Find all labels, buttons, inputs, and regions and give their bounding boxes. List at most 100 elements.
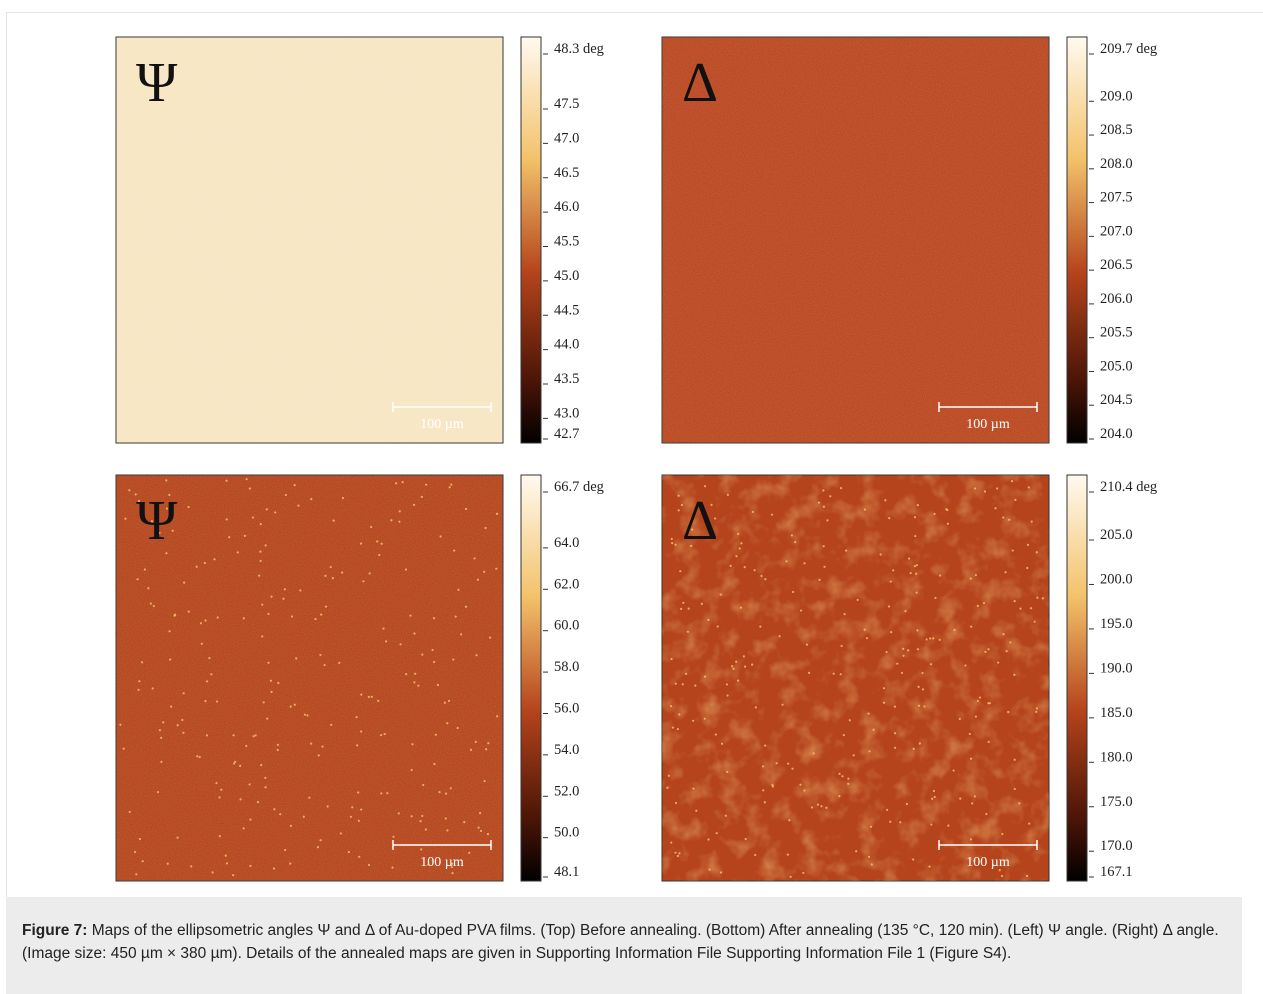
map-dot: [204, 700, 207, 703]
figure: [6, 12, 1263, 897]
map-dot: [213, 558, 216, 561]
map-dot: [994, 507, 997, 510]
map-dot: [987, 702, 990, 705]
map-dot: [478, 811, 482, 815]
map-dot: [679, 570, 682, 573]
map-dot: [141, 860, 144, 863]
map-dot: [319, 839, 322, 842]
colorbar-label: 62.0: [554, 576, 579, 592]
map-dot: [1026, 874, 1029, 878]
map-dot: [460, 633, 463, 636]
map-dot: [863, 508, 867, 511]
map-dot: [264, 776, 267, 779]
map-dot: [323, 663, 326, 667]
map-dot: [678, 852, 681, 855]
map-dot: [692, 787, 695, 790]
map-dot: [969, 757, 973, 760]
map-dot: [687, 607, 690, 610]
map-dot: [367, 695, 370, 699]
map-dot: [158, 531, 161, 535]
map-dot: [267, 612, 270, 616]
map-dot: [264, 786, 267, 789]
map-dot: [464, 507, 468, 511]
map-dot: [982, 601, 986, 605]
map-dot: [1035, 707, 1039, 710]
map-dot: [742, 655, 745, 658]
map-dot: [690, 544, 693, 547]
map-dot: [376, 540, 379, 543]
colorbar-label: 52.0: [554, 783, 579, 799]
map-dot: [917, 685, 920, 689]
map-dot: [270, 690, 273, 693]
map-dot: [225, 479, 228, 482]
map-dot: [1009, 641, 1012, 644]
map-dot: [726, 493, 729, 496]
map-dot: [912, 858, 915, 861]
map-dot: [1033, 620, 1036, 623]
map-dot: [276, 743, 280, 746]
map-dot: [200, 642, 203, 645]
map-dot: [674, 682, 677, 685]
map-dot: [377, 699, 380, 702]
map-dot: [386, 792, 389, 795]
map-dot: [367, 863, 371, 867]
map-dot: [692, 719, 695, 722]
map-dot: [1026, 543, 1030, 546]
map-dot: [724, 814, 727, 817]
colorbar: [520, 36, 542, 444]
map-dot: [138, 837, 142, 841]
map-dot: [969, 577, 972, 580]
map-dot: [272, 867, 276, 870]
map-dot: [446, 722, 449, 725]
map-dot: [856, 598, 859, 602]
map-dot: [341, 496, 345, 500]
map-dot: [297, 504, 300, 507]
map-dot: [832, 672, 835, 675]
map-dot: [468, 851, 471, 854]
map-dot: [1013, 599, 1016, 603]
map-dot: [414, 672, 417, 675]
map-dot: [165, 552, 168, 555]
map-dot: [360, 808, 363, 811]
map-dot: [420, 848, 423, 851]
map-dot: [1004, 571, 1007, 574]
map-dot: [274, 511, 277, 514]
map-dot: [409, 614, 412, 617]
map-dot: [976, 604, 979, 607]
map-dot: [902, 647, 905, 650]
map-dot: [404, 568, 408, 571]
map-dot: [841, 775, 844, 778]
map-dot: [160, 760, 163, 763]
map-dot: [451, 862, 454, 865]
map-dot: [928, 865, 931, 868]
map-dot: [203, 561, 206, 565]
map-dot: [283, 588, 286, 591]
map-dot: [284, 493, 287, 497]
map-dot: [916, 629, 919, 632]
map-dot: [775, 762, 778, 765]
map-dot: [839, 487, 843, 490]
map-dot: [908, 557, 911, 560]
map-dot: [399, 643, 402, 646]
map-dot: [357, 819, 360, 822]
map-dot: [744, 837, 747, 841]
map-dot: [983, 490, 987, 493]
map-dot: [477, 826, 480, 829]
map-dot: [474, 740, 477, 744]
map-dot: [206, 680, 209, 683]
map-dot: [743, 665, 747, 668]
map-dot: [923, 705, 926, 708]
map-dot: [894, 746, 897, 749]
map-dot: [210, 673, 213, 676]
colorbar-label: 205.0: [1100, 527, 1133, 543]
map-dot: [225, 862, 229, 865]
map-dot: [483, 779, 486, 783]
map-dot: [760, 574, 763, 578]
map-dot: [855, 850, 858, 853]
map-dot: [761, 765, 765, 768]
scale-bar-label: 100 µm: [966, 855, 1010, 870]
map-dot: [1028, 822, 1031, 825]
map-dot: [870, 863, 873, 866]
map-dot: [320, 613, 323, 616]
map-dot: [331, 577, 334, 580]
